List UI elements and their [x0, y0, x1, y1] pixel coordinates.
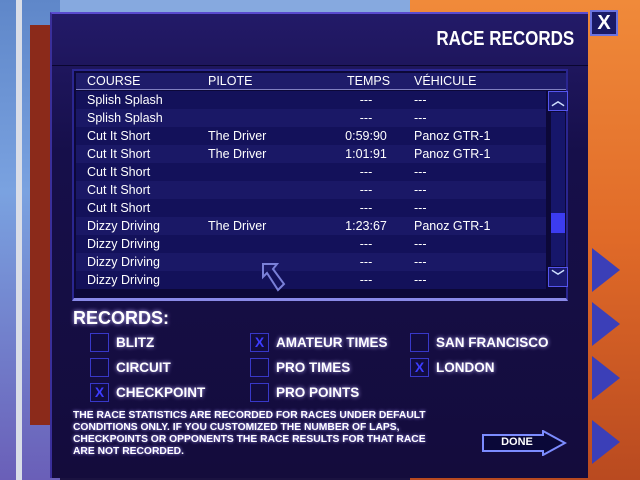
title-bar: RACE RECORDS — [52, 14, 588, 66]
column-header-vehicule[interactable]: VÉHICULE — [414, 74, 477, 88]
checkbox-london[interactable]: X — [410, 358, 429, 377]
table-row[interactable]: Splish Splash --- --- — [76, 91, 546, 109]
course-cell: Splish Splash — [87, 111, 163, 125]
scroll-up-button[interactable]: ︿ — [548, 91, 568, 111]
done-button[interactable]: DONE — [481, 430, 567, 456]
course-cell: Cut It Short — [87, 201, 151, 215]
checkbox-label[interactable]: AMATEUR TIMES — [276, 335, 388, 350]
checkbox-blitz[interactable] — [90, 333, 109, 352]
temps-cell: --- — [359, 183, 373, 197]
course-cell: Dizzy Driving — [87, 273, 160, 287]
vehicule-cell: Panoz GTR-1 — [414, 219, 491, 233]
table-row[interactable]: Cut It Short --- --- — [76, 181, 546, 199]
temps-cell: 0:59:90 — [345, 129, 387, 143]
checkbox-checkpoint[interactable]: X — [90, 383, 109, 402]
table-row[interactable]: Cut It Short The Driver 0:59:90 Panoz GTR-1 — [76, 127, 546, 145]
records-table: COURSE PILOTE TEMPS VÉHICULE Splish Spla… — [72, 69, 568, 301]
course-cell: Cut It Short — [87, 183, 151, 197]
records-note: THE RACE STATISTICS ARE RECORDED FOR RAC… — [73, 410, 426, 457]
temps-cell: --- — [359, 255, 373, 269]
scrollbar[interactable]: ︿ ﹀ — [548, 91, 568, 287]
vehicule-cell: --- — [414, 165, 427, 179]
done-label: DONE — [501, 436, 533, 448]
table-row[interactable]: Splish Splash --- --- — [76, 109, 546, 127]
checkbox-san-francisco[interactable] — [410, 333, 429, 352]
column-header-temps[interactable]: TEMPS — [347, 74, 391, 88]
vehicule-cell: --- — [414, 255, 427, 269]
scroll-track[interactable] — [551, 112, 565, 266]
vehicule-cell: --- — [414, 111, 427, 125]
column-header-pilote[interactable]: PILOTE — [208, 74, 253, 88]
mouse-cursor-icon — [262, 263, 286, 292]
pilote-cell: The Driver — [208, 219, 267, 233]
table-row[interactable]: Dizzy Driving --- --- — [76, 253, 546, 271]
records-heading: RECORDS: — [73, 308, 170, 328]
scroll-down-button[interactable]: ﹀ — [548, 267, 568, 287]
temps-cell: --- — [359, 111, 373, 125]
dialog-title: RACE RECORDS — [436, 28, 574, 50]
temps-cell: 1:01:91 — [345, 147, 387, 161]
checkbox-amateur-times[interactable]: X — [250, 333, 269, 352]
bg-arrow-icon — [592, 356, 620, 400]
vehicule-cell: --- — [414, 93, 427, 107]
checkbox-label[interactable]: SAN FRANCISCO — [436, 335, 549, 350]
bg-arrow-icon — [592, 302, 620, 346]
temps-cell: --- — [359, 237, 373, 251]
course-cell: Splish Splash — [87, 93, 163, 107]
column-header-course[interactable]: COURSE — [87, 74, 141, 88]
vehicule-cell: Panoz GTR-1 — [414, 147, 491, 161]
course-cell: Cut It Short — [87, 129, 151, 143]
course-cell: Dizzy Driving — [87, 255, 160, 269]
vehicule-cell: --- — [414, 237, 427, 251]
close-button[interactable]: X — [590, 10, 618, 36]
vehicule-cell: Panoz GTR-1 — [414, 129, 491, 143]
temps-cell: --- — [359, 93, 373, 107]
course-cell: Dizzy Driving — [87, 237, 160, 251]
checkbox-label[interactable]: PRO POINTS — [276, 385, 360, 400]
pilote-cell: The Driver — [208, 129, 267, 143]
temps-cell: 1:23:67 — [345, 219, 387, 233]
vehicule-cell: --- — [414, 183, 427, 197]
table-row[interactable]: Cut It Short --- --- — [76, 163, 546, 181]
checkbox-label[interactable]: CHECKPOINT — [116, 385, 206, 400]
table-row[interactable]: Dizzy Driving --- --- — [76, 235, 546, 253]
temps-cell: --- — [359, 165, 373, 179]
vehicule-cell: --- — [414, 201, 427, 215]
scroll-thumb[interactable] — [551, 212, 565, 233]
bg-arrow-icon — [592, 248, 620, 292]
course-cell: Cut It Short — [87, 147, 151, 161]
bg-arrow-icon — [592, 420, 620, 464]
table-row[interactable]: Dizzy Driving --- --- — [76, 271, 546, 289]
checkbox-pro-points[interactable] — [250, 383, 269, 402]
table-header: COURSE PILOTE TEMPS VÉHICULE — [76, 73, 566, 90]
checkbox-label[interactable]: CIRCUIT — [116, 360, 171, 375]
temps-cell: --- — [359, 273, 373, 287]
table-row[interactable]: Cut It Short --- --- — [76, 199, 546, 217]
pilote-cell: The Driver — [208, 147, 267, 161]
table-row[interactable]: Cut It Short The Driver 1:01:91 Panoz GTR-1 — [76, 145, 546, 163]
course-cell: Dizzy Driving — [87, 219, 160, 233]
checkbox-label[interactable]: LONDON — [436, 360, 495, 375]
checkbox-pro-times[interactable] — [250, 358, 269, 377]
temps-cell: --- — [359, 201, 373, 215]
checkbox-label[interactable]: PRO TIMES — [276, 360, 351, 375]
course-cell: Cut It Short — [87, 165, 151, 179]
checkbox-circuit[interactable] — [90, 358, 109, 377]
arrow-right-icon — [482, 430, 567, 456]
table-row[interactable]: Dizzy Driving The Driver 1:23:67 Panoz GTR-… — [76, 217, 546, 235]
vehicule-cell: --- — [414, 273, 427, 287]
checkbox-label[interactable]: BLITZ — [116, 335, 155, 350]
